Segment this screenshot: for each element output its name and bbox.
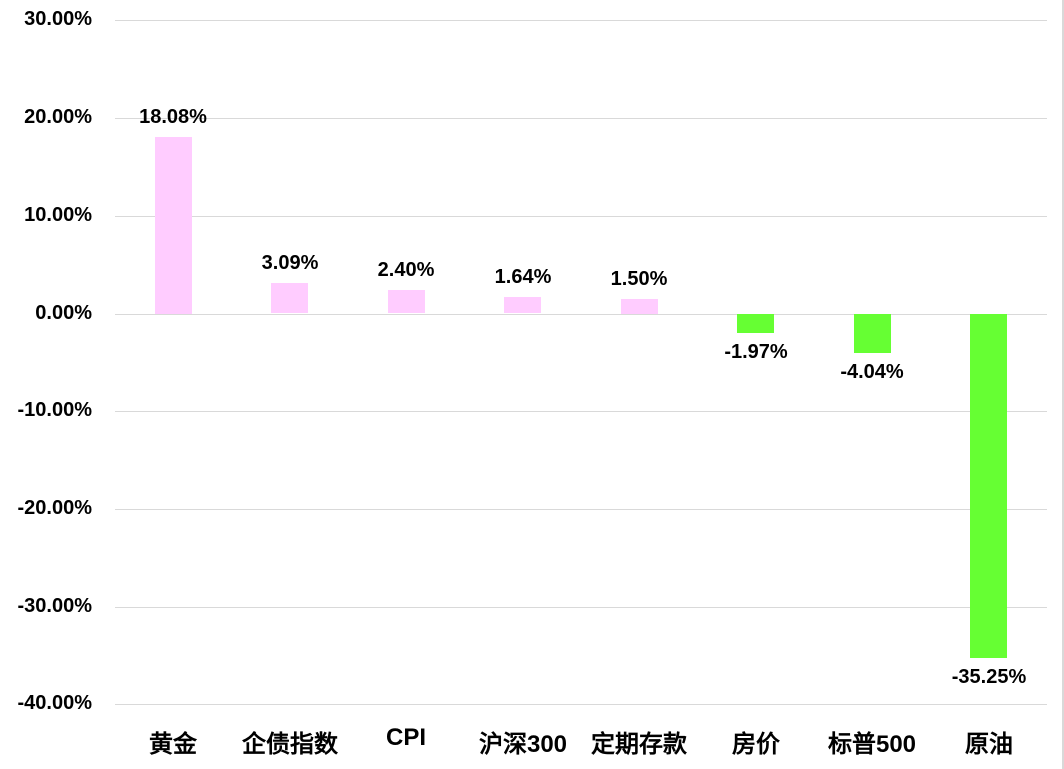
gridline bbox=[115, 704, 1047, 705]
data-label: 2.40% bbox=[377, 259, 435, 281]
x-tick-label: 原油 bbox=[965, 731, 1013, 758]
data-label: -35.25% bbox=[951, 666, 1027, 688]
bar bbox=[271, 283, 308, 313]
gridline bbox=[115, 411, 1047, 412]
data-label: 18.08% bbox=[139, 106, 207, 128]
bar bbox=[970, 314, 1007, 658]
x-tick-label: 定期存款 bbox=[591, 731, 687, 758]
chart-border bbox=[1062, 0, 1064, 769]
gridline bbox=[115, 216, 1047, 217]
data-label: 1.64% bbox=[494, 266, 552, 288]
data-label: 1.50% bbox=[610, 268, 668, 290]
y-tick-label: 20.00% bbox=[24, 106, 92, 128]
y-tick-label: -20.00% bbox=[17, 497, 93, 519]
gridline bbox=[115, 20, 1047, 21]
y-tick-label: 0.00% bbox=[35, 302, 92, 324]
y-tick-label: -40.00% bbox=[17, 692, 93, 714]
x-tick-label: 房价 bbox=[732, 731, 780, 758]
gridline bbox=[115, 118, 1047, 119]
data-label: -1.97% bbox=[724, 341, 788, 363]
bar bbox=[621, 299, 658, 314]
gridline bbox=[115, 314, 1047, 315]
x-tick-label: 企债指数 bbox=[242, 731, 338, 758]
gridline bbox=[115, 607, 1047, 608]
x-tick-label: 黄金 bbox=[149, 731, 197, 758]
data-label: -4.04% bbox=[840, 361, 904, 383]
y-tick-label: -10.00% bbox=[17, 399, 93, 421]
y-tick-label: 10.00% bbox=[24, 204, 92, 226]
x-tick-label: CPI bbox=[385, 724, 426, 751]
gridline bbox=[115, 509, 1047, 510]
bar bbox=[737, 314, 774, 333]
x-tick-label: 沪深300 bbox=[478, 731, 568, 758]
y-tick-label: -30.00% bbox=[17, 595, 93, 617]
bar bbox=[504, 297, 541, 313]
data-label: 3.09% bbox=[261, 252, 319, 274]
bar bbox=[854, 314, 891, 353]
x-tick-label: 标普500 bbox=[827, 731, 917, 758]
y-tick-label: 30.00% bbox=[24, 8, 92, 30]
bar bbox=[155, 137, 192, 314]
bar bbox=[388, 290, 425, 313]
